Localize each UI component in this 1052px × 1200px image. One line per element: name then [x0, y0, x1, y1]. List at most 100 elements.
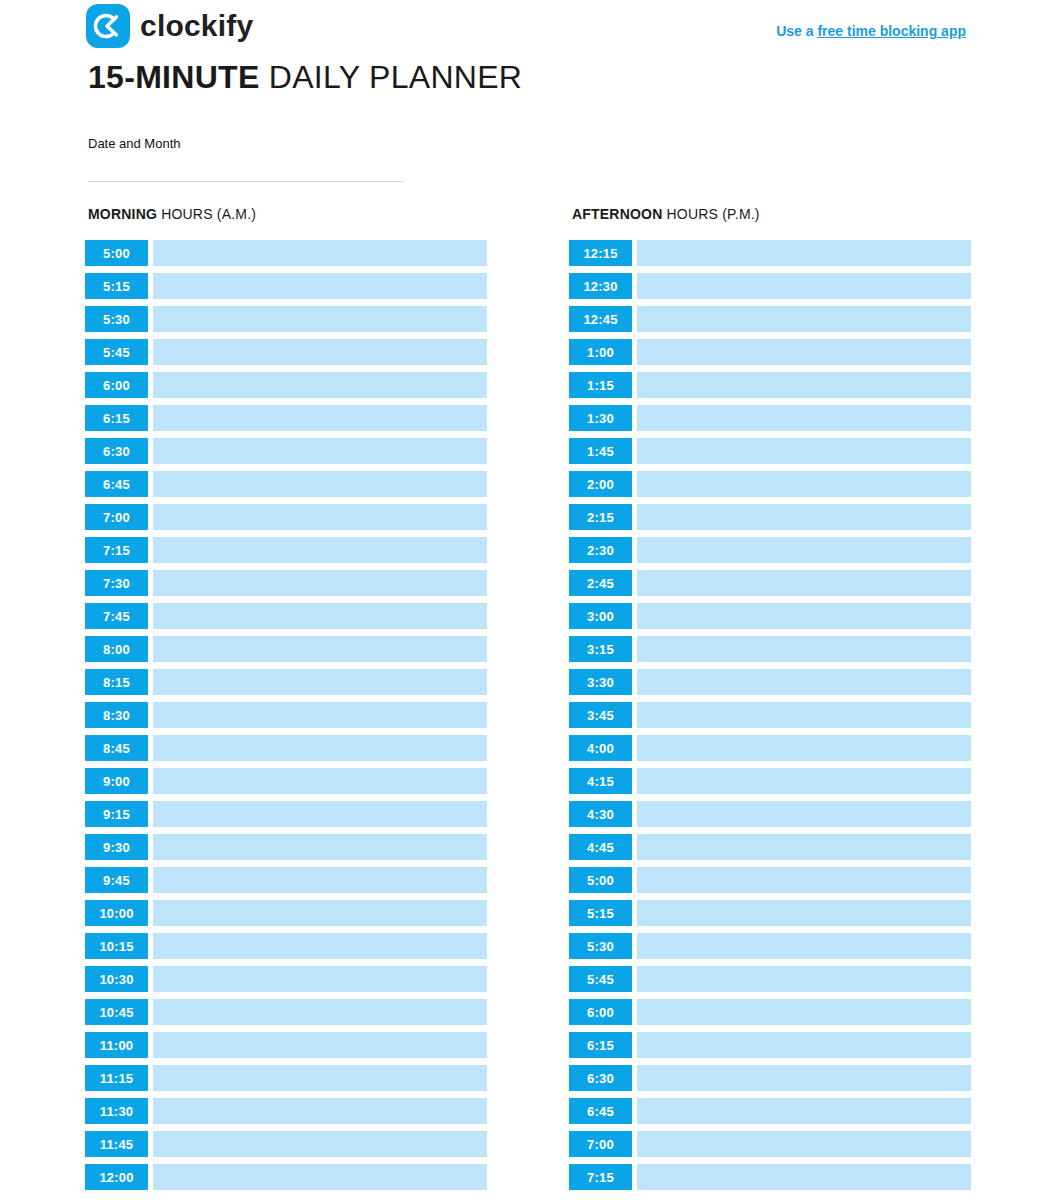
time-slot-row: 1:15 — [569, 372, 971, 398]
morning-header-rest: HOURS (A.M.) — [157, 206, 256, 222]
time-blocking-app-link[interactable]: Use a free time blocking app — [776, 23, 966, 39]
slot-time-badge: 4:00 — [569, 735, 632, 761]
slot-entry-bar[interactable] — [637, 405, 971, 431]
slot-time-badge: 12:45 — [569, 306, 632, 332]
slot-time-badge: 9:45 — [85, 867, 148, 893]
time-slot-row: 9:00 — [85, 768, 487, 794]
slot-entry-bar[interactable] — [637, 1065, 971, 1091]
slot-time-badge: 11:15 — [85, 1065, 148, 1091]
slot-entry-bar[interactable] — [153, 405, 487, 431]
date-field: Date and Month — [88, 136, 403, 182]
slot-entry-bar[interactable] — [153, 240, 487, 266]
time-slot-row: 5:30 — [569, 933, 971, 959]
slot-entry-bar[interactable] — [637, 537, 971, 563]
clockify-wordmark: clockify — [140, 9, 253, 43]
time-slot-row: 7:00 — [85, 504, 487, 530]
time-slot-row: 3:30 — [569, 669, 971, 695]
slot-entry-bar[interactable] — [637, 768, 971, 794]
slot-entry-bar[interactable] — [637, 1131, 971, 1157]
slot-entry-bar[interactable] — [153, 570, 487, 596]
time-slot-row: 7:00 — [569, 1131, 971, 1157]
slot-entry-bar[interactable] — [153, 1098, 487, 1124]
slot-entry-bar[interactable] — [153, 999, 487, 1025]
slot-time-badge: 1:30 — [569, 405, 632, 431]
slot-entry-bar[interactable] — [153, 933, 487, 959]
slot-entry-bar[interactable] — [637, 1032, 971, 1058]
slot-time-badge: 5:45 — [85, 339, 148, 365]
slot-entry-bar[interactable] — [153, 603, 487, 629]
slot-entry-bar[interactable] — [153, 768, 487, 794]
slot-entry-bar[interactable] — [637, 867, 971, 893]
slot-entry-bar[interactable] — [637, 999, 971, 1025]
date-label: Date and Month — [88, 136, 403, 151]
slot-entry-bar[interactable] — [153, 801, 487, 827]
slot-time-badge: 5:45 — [569, 966, 632, 992]
slot-entry-bar[interactable] — [153, 966, 487, 992]
slot-entry-bar[interactable] — [637, 306, 971, 332]
slot-entry-bar[interactable] — [153, 735, 487, 761]
slot-entry-bar[interactable] — [153, 1164, 487, 1190]
slot-entry-bar[interactable] — [637, 933, 971, 959]
slot-entry-bar[interactable] — [637, 1164, 971, 1190]
slot-entry-bar[interactable] — [153, 669, 487, 695]
time-slot-row: 5:00 — [85, 240, 487, 266]
slot-time-badge: 6:45 — [569, 1098, 632, 1124]
time-slot-row: 8:15 — [85, 669, 487, 695]
slot-time-badge: 3:45 — [569, 702, 632, 728]
slot-entry-bar[interactable] — [637, 339, 971, 365]
slot-entry-bar[interactable] — [153, 504, 487, 530]
slot-entry-bar[interactable] — [637, 438, 971, 464]
morning-header-bold: MORNING — [88, 206, 157, 222]
slot-entry-bar[interactable] — [153, 1032, 487, 1058]
slot-entry-bar[interactable] — [637, 702, 971, 728]
time-slot-row: 6:45 — [569, 1098, 971, 1124]
slot-entry-bar[interactable] — [637, 240, 971, 266]
slot-time-badge: 1:15 — [569, 372, 632, 398]
slot-entry-bar[interactable] — [153, 702, 487, 728]
slot-entry-bar[interactable] — [153, 867, 487, 893]
slot-entry-bar[interactable] — [637, 900, 971, 926]
slot-entry-bar[interactable] — [637, 603, 971, 629]
time-slot-row: 4:30 — [569, 801, 971, 827]
slot-entry-bar[interactable] — [153, 834, 487, 860]
slot-entry-bar[interactable] — [637, 504, 971, 530]
slot-entry-bar[interactable] — [637, 735, 971, 761]
slot-entry-bar[interactable] — [637, 273, 971, 299]
page-title-regular: DAILY PLANNER — [260, 59, 523, 95]
slot-entry-bar[interactable] — [637, 372, 971, 398]
time-slot-row: 6:45 — [85, 471, 487, 497]
afternoon-column: AFTERNOON HOURS (P.M.) 12:15 12:30 12:45… — [569, 206, 971, 1197]
time-slot-row: 5:15 — [569, 900, 971, 926]
date-input[interactable] — [88, 164, 403, 182]
slot-entry-bar[interactable] — [153, 1065, 487, 1091]
time-slot-row: 12:45 — [569, 306, 971, 332]
slot-entry-bar[interactable] — [153, 900, 487, 926]
slot-time-badge: 5:30 — [569, 933, 632, 959]
slot-entry-bar[interactable] — [153, 339, 487, 365]
slot-entry-bar[interactable] — [637, 801, 971, 827]
slot-entry-bar[interactable] — [637, 834, 971, 860]
slot-time-badge: 12:30 — [569, 273, 632, 299]
morning-column: MORNING HOURS (A.M.) 5:00 5:15 5:30 5:45… — [85, 206, 487, 1197]
slot-time-badge: 10:30 — [85, 966, 148, 992]
time-slot-row: 4:00 — [569, 735, 971, 761]
slot-entry-bar[interactable] — [153, 372, 487, 398]
time-slot-row: 2:00 — [569, 471, 971, 497]
slot-entry-bar[interactable] — [637, 471, 971, 497]
slot-entry-bar[interactable] — [153, 636, 487, 662]
slot-entry-bar[interactable] — [153, 1131, 487, 1157]
slot-entry-bar[interactable] — [153, 471, 487, 497]
slot-entry-bar[interactable] — [153, 273, 487, 299]
slot-entry-bar[interactable] — [637, 570, 971, 596]
slot-entry-bar[interactable] — [153, 306, 487, 332]
slot-entry-bar[interactable] — [153, 438, 487, 464]
slot-entry-bar[interactable] — [637, 636, 971, 662]
slot-entry-bar[interactable] — [637, 669, 971, 695]
slot-time-badge: 7:00 — [85, 504, 148, 530]
slot-entry-bar[interactable] — [637, 1098, 971, 1124]
time-slot-row: 11:30 — [85, 1098, 487, 1124]
slot-entry-bar[interactable] — [153, 537, 487, 563]
slot-entry-bar[interactable] — [637, 966, 971, 992]
slot-time-badge: 7:00 — [569, 1131, 632, 1157]
morning-rows: 5:00 5:15 5:30 5:45 6:00 6:15 6:30 6:45 … — [85, 240, 487, 1190]
